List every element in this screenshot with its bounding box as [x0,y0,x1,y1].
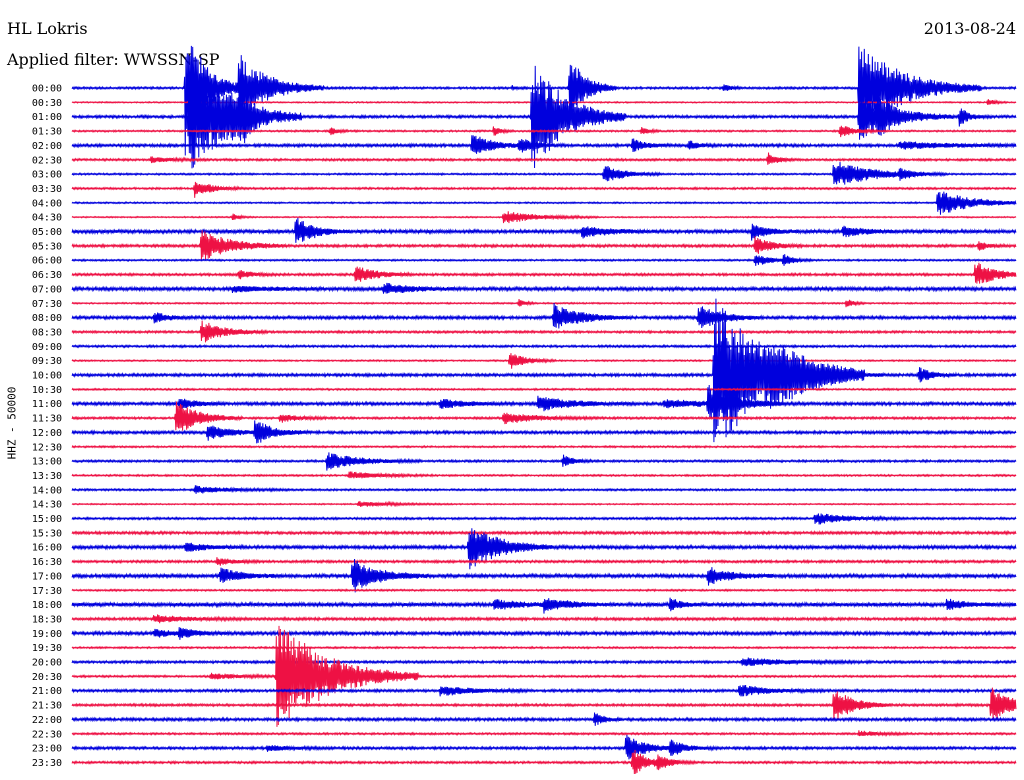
row-time-label: 04:30 [32,213,62,224]
date-label: 2013-08-24 [923,19,1016,38]
row-time-label: 08:30 [32,327,62,338]
row-time-label: 01:30 [32,127,62,138]
trace-line [71,125,1017,138]
row-time-label: 14:00 [32,485,62,496]
row-time-label: 21:00 [32,686,62,697]
row-time-label: 02:30 [32,155,62,166]
trace-line [71,45,1017,156]
trace-line [71,528,1017,570]
trace-line [71,557,1017,566]
row-time-label: 05:30 [32,241,62,252]
trace-line [71,320,1017,343]
trace-line [71,387,1017,392]
row-time-label: 03:00 [32,170,62,181]
trace-line [71,282,1017,294]
row-time-label: 18:30 [32,614,62,625]
station-title: HL Lokris [7,19,88,38]
row-time-label: 01:00 [32,112,62,123]
trace-line [71,485,1017,494]
row-time-label: 11:30 [32,414,62,425]
row-time-label: 20:00 [32,658,62,669]
trace-line [71,444,1017,449]
trace-line [71,749,1017,774]
trace-line [71,645,1017,650]
row-time-label: 07:00 [32,284,62,295]
row-time-label: 10:30 [32,385,62,396]
row-time-label: 04:00 [32,198,62,209]
trace-line [71,262,1017,284]
trace-line [71,730,1017,737]
row-time-label: 11:00 [32,399,62,410]
row-time-label: 23:00 [32,744,62,755]
trace-line [71,588,1017,593]
row-time-label: 14:30 [32,500,62,511]
row-time-label: 00:00 [32,84,62,95]
row-time-label: 16:30 [32,557,62,568]
row-time-label: 22:30 [32,729,62,740]
trace-line [71,558,1017,593]
trace-line [71,162,1017,185]
row-time-label: 17:00 [32,571,62,582]
trace-line [71,298,1017,443]
row-time-label: 12:30 [32,442,62,453]
trace-line [71,471,1017,479]
trace-line [71,211,1017,224]
row-time-label: 06:00 [32,256,62,267]
row-time-label: 15:00 [32,514,62,525]
row-time-label: 20:30 [32,672,62,683]
row-time-label: 07:30 [32,299,62,310]
row-time-label: 06:30 [32,270,62,281]
trace-line [71,657,1017,667]
row-time-label: 16:00 [32,543,62,554]
trace-line [71,529,1017,536]
row-time-label: 22:00 [32,715,62,726]
trace-line [71,401,1017,431]
row-time-label: 10:00 [32,371,62,382]
trace-line [71,452,1017,471]
row-time-label: 15:30 [32,528,62,539]
trace-line [71,385,1017,418]
row-time-label: 12:00 [32,428,62,439]
trace-line [71,712,1017,726]
trace-line [71,627,1017,640]
trace-line [71,61,1017,169]
trace-line [71,625,1017,727]
trace-line [71,191,1017,215]
row-time-label: 09:00 [32,342,62,353]
trace-line [71,734,1017,760]
row-time-label: 18:00 [32,600,62,611]
trace-line [71,420,1017,444]
trace-line [71,135,1017,154]
trace-line [71,152,1017,165]
trace-line [71,343,1017,349]
trace-line [71,303,1017,329]
trace-line [71,254,1017,266]
row-time-label: 05:00 [32,227,62,238]
row-time-label: 08:00 [32,313,62,324]
trace-line [71,614,1017,624]
trace-line [71,181,1017,198]
trace-line [71,230,1017,261]
row-time-label: 02:00 [32,141,62,152]
row-time-label: 13:00 [32,457,62,468]
row-time-label: 00:30 [32,98,62,109]
trace-line [71,513,1017,525]
trace-line [71,299,1017,308]
row-time-label: 21:30 [32,701,62,712]
filter-label: Applied filter: WWSSN-SP [7,50,220,69]
row-time-label: 13:30 [32,471,62,482]
trace-line [71,217,1017,243]
row-time-label: 23:30 [32,758,62,769]
row-time-label: 09:30 [32,356,62,367]
row-time-label: 19:30 [32,643,62,654]
trace-line [71,597,1017,614]
row-time-label: 03:30 [32,184,62,195]
trace-line [71,685,1017,697]
trace-line [71,353,1017,369]
trace-line [71,687,1017,721]
row-time-label: 17:30 [32,586,62,597]
row-time-label: 19:00 [32,629,62,640]
trace-line [71,500,1017,508]
